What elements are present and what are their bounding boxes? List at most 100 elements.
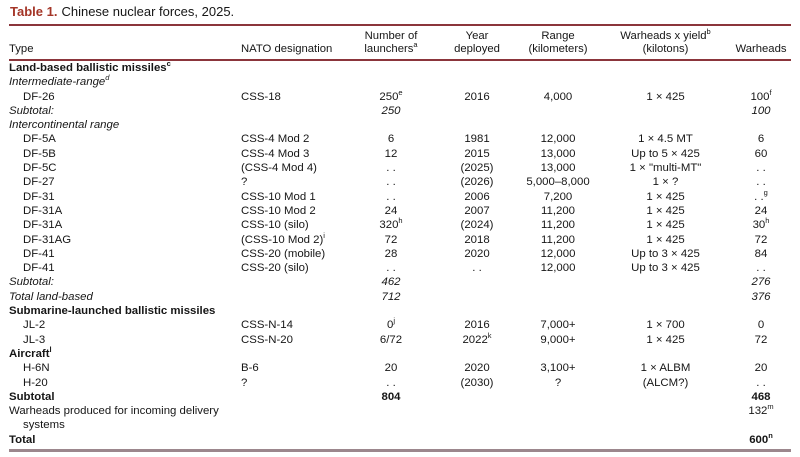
cell-type: DF-41	[23, 247, 55, 260]
cell-year: 2020	[464, 247, 490, 260]
table-row: Total 600n	[9, 430, 789, 447]
cell-range: 7,200	[543, 190, 573, 203]
table-row: JL-2 CSS-N-14 0j 2016 7,000+ 1 × 700 0	[9, 317, 789, 332]
cell-warheads: 30h	[752, 216, 770, 232]
table-row: Subtotal: 250 100	[9, 104, 789, 118]
cell-year: 2006	[464, 190, 490, 203]
cell-nato: CSS-N-20	[241, 333, 293, 346]
cell-year: 2007	[464, 204, 490, 217]
cell-type: Warheads produced for incoming delivery …	[9, 405, 219, 432]
cell-year: 1981	[464, 133, 490, 146]
cell-type: Land-based ballistic missilesc	[9, 59, 171, 74]
cell-type: DF-31A	[23, 219, 63, 232]
cell-warheads: 60	[754, 147, 768, 160]
cell-type: Subtotal	[9, 390, 55, 403]
cell-yield: Up to 5 × 425	[631, 147, 700, 160]
cell-range: 3,100+	[540, 362, 576, 375]
cell-yield: Up to 3 × 425	[631, 247, 700, 260]
cell-range: 11,200	[541, 219, 575, 232]
column-header-warheads: Warheads	[735, 43, 787, 55]
cell-type: DF-41	[23, 262, 55, 275]
table-row: DF-31 CSS-10 Mod 1 . . 2006 7,200 1 × 425 . .g	[9, 187, 789, 204]
cell-type: DF-5A	[23, 133, 56, 146]
table-caption: Chinese nuclear forces, 2025.	[61, 4, 235, 19]
cell-type: Total	[9, 433, 36, 446]
column-header-range: Range (kilometers)	[528, 30, 588, 55]
cell-warheads: . .	[756, 162, 766, 175]
cell-warheads: 84	[754, 247, 768, 260]
cell-range: 12,000	[540, 262, 576, 275]
cell-nato: ?	[241, 176, 248, 189]
cell-range: 13,000	[540, 147, 576, 160]
cell-warheads: 100	[751, 104, 771, 117]
column-header-type: Type	[9, 43, 34, 55]
cell-range: 13,000	[540, 162, 576, 175]
cell-launchers: 28	[384, 247, 398, 260]
cell-yield: 1 × 4.5 MT	[638, 133, 693, 146]
cell-type: Submarine-launched ballistic missiles	[9, 305, 216, 318]
table-row: DF-31A CSS-10 (silo) 320h (2024) 11,200 1 × 4…	[9, 216, 789, 232]
table-row: Total land-based 712 376	[9, 290, 789, 304]
cell-yield: Up to 3 × 425	[631, 262, 700, 275]
cell-yield: 1 × "multi-MT"	[629, 162, 702, 175]
cell-warheads: . .	[756, 376, 766, 389]
cell-type: DF-27	[23, 176, 55, 189]
table-row: Subtotal 804 468	[9, 390, 789, 404]
cell-range: ?	[554, 376, 562, 389]
cell-launchers: 250e	[379, 87, 403, 103]
cell-type: Total land-based	[9, 290, 93, 303]
cell-nato: (CSS-4 Mod 4)	[241, 162, 317, 175]
cell-warheads: . .g	[754, 187, 768, 203]
cell-launchers: 6	[387, 133, 395, 146]
cell-launchers: . .	[386, 176, 396, 189]
cell-nato: CSS-18	[241, 90, 281, 103]
cell-type: DF-5B	[23, 147, 56, 160]
header-rule	[9, 59, 791, 61]
cell-launchers: 712	[381, 290, 401, 303]
cell-warheads: 100f	[750, 87, 772, 103]
cell-range: 4,000	[543, 90, 573, 103]
cell-range: 11,200	[541, 204, 575, 217]
cell-range: 7,000+	[540, 319, 576, 332]
table-number-label: Table 1.	[10, 4, 58, 19]
table-row: Aircraftl	[9, 346, 789, 361]
column-header-launchers: Number of launchersa	[364, 30, 418, 55]
cell-launchers: 24	[384, 204, 398, 217]
table-row: Subtotal: 462 276	[9, 275, 789, 289]
cell-range: 12,000	[540, 247, 576, 260]
cell-range: 11,200	[541, 233, 575, 246]
cell-launchers: . .	[386, 376, 396, 389]
cell-launchers: 804	[381, 390, 401, 403]
table-row: JL-3 CSS-N-20 6/72 2022k 9,000+ 1 × 425 72	[9, 332, 789, 347]
cell-launchers: 250	[381, 104, 401, 117]
title-rule	[9, 24, 791, 26]
cell-yield: 1 × 425	[646, 233, 685, 246]
cell-warheads: 72	[754, 333, 768, 346]
cell-warheads: 0	[757, 319, 765, 332]
cell-range: 9,000+	[540, 333, 576, 346]
cell-year: . .	[472, 262, 482, 275]
cell-yield: (ALCM?)	[642, 376, 689, 389]
cell-type: JL-3	[23, 333, 46, 346]
cell-warheads: 600n	[749, 430, 773, 446]
cell-launchers: 6/72	[379, 333, 403, 346]
cell-year: 2020	[464, 362, 490, 375]
table-header-row: Type NATO designation Number of launchersa Y…	[9, 26, 789, 59]
table-row: DF-27? . . (2026) 5,000–8,000 1 × ? . .	[9, 175, 789, 189]
cell-type: Intercontinental range	[9, 119, 120, 132]
cell-yield: 1 × 425	[646, 204, 685, 217]
cell-yield: 1 × ALBM	[640, 362, 691, 375]
cell-type: DF-31A	[23, 204, 63, 217]
table-row: DF-31A CSS-10 Mod 2 24 2007 11,200 1 × 425 24	[9, 204, 789, 218]
cell-launchers: 20	[384, 362, 398, 375]
cell-year: 2016	[464, 319, 490, 332]
cell-nato: CSS-20 (mobile)	[241, 247, 326, 260]
cell-yield: 1 × 425	[646, 333, 685, 346]
cell-warheads: 132m	[748, 402, 774, 418]
cell-warheads: 376	[751, 290, 771, 303]
cell-nato: B-6	[241, 362, 259, 375]
cell-type: DF-31	[23, 190, 55, 203]
cell-type: DF-31AG	[23, 233, 72, 246]
cell-type: H-20	[23, 376, 48, 389]
cell-year: 2018	[464, 233, 490, 246]
